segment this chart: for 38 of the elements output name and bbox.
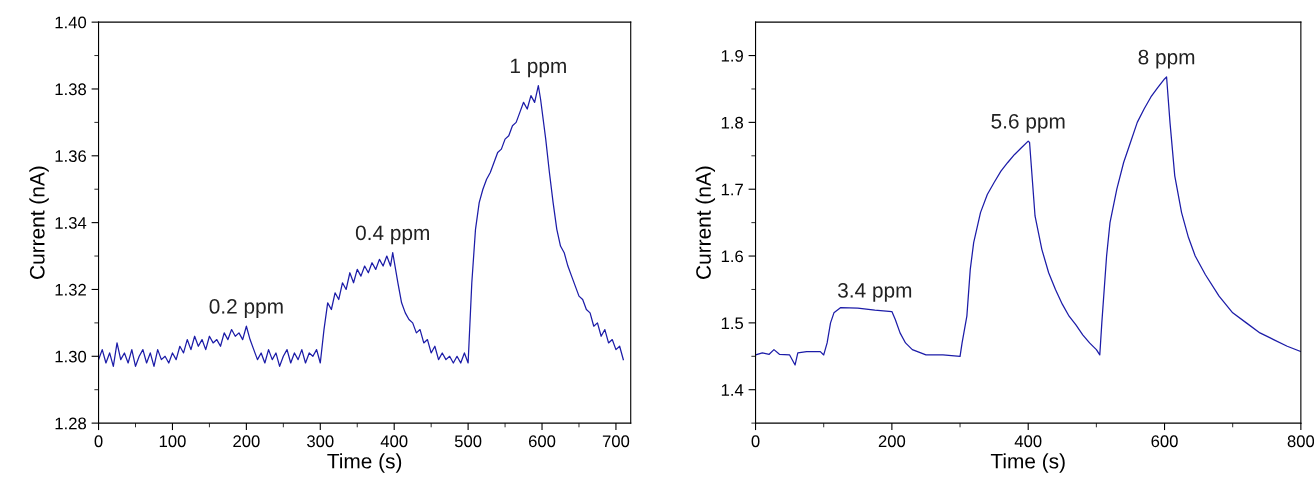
y-tick-label: 1.7: [721, 183, 743, 196]
x-axis-title: Time (s): [327, 453, 402, 473]
annotation: 3.4 ppm: [838, 282, 912, 302]
line-series: [755, 76, 1301, 366]
x-tick-label: 400: [1014, 435, 1042, 448]
x-tick-label: 600: [1151, 435, 1178, 448]
annotation: 5.6 ppm: [991, 113, 1065, 133]
y-tick-label: 1.32: [55, 283, 86, 296]
y-axis-title: Current (nA): [695, 166, 716, 279]
y-tick-label: 1.5: [721, 317, 744, 330]
x-tick-label: 100: [159, 435, 186, 448]
x-tick-label: 0: [94, 435, 103, 448]
y-tick-label: 1.34: [55, 217, 87, 229]
x-tick-label: 500: [454, 435, 482, 448]
y-axis-title: Current (nA): [29, 166, 49, 279]
y-tick-label: 1.4: [721, 384, 744, 396]
y-tick-label: 1.30: [55, 350, 87, 363]
x-tick-label: 200: [233, 435, 260, 448]
annotation: 8 ppm: [1138, 49, 1195, 69]
x-tick-label: 200: [878, 435, 906, 448]
x-tick-label: 800: [1287, 435, 1314, 448]
annotation: 1 ppm: [510, 58, 566, 78]
y-tick-label: 1.28: [55, 417, 87, 430]
annotation: 0.2 ppm: [209, 299, 283, 318]
y-tick-label: 1.36: [55, 150, 87, 162]
y-tick-label: 1.9: [721, 49, 743, 62]
x-tick-label: 700: [602, 435, 630, 448]
y-tick-label: 1.6: [721, 250, 744, 263]
x-tick-label: 300: [307, 435, 334, 448]
y-tick-label: 1.8: [721, 116, 744, 129]
annotation: 0.4 ppm: [355, 225, 429, 245]
y-tick-label: 1.40: [55, 16, 87, 29]
line-series: [98, 85, 624, 367]
x-tick-label: 600: [528, 435, 556, 448]
x-tick-label: 400: [380, 435, 408, 448]
x-tick-label: 0: [751, 435, 760, 448]
x-axis-title: Time (s): [990, 453, 1065, 473]
y-tick-label: 1.38: [55, 83, 87, 96]
